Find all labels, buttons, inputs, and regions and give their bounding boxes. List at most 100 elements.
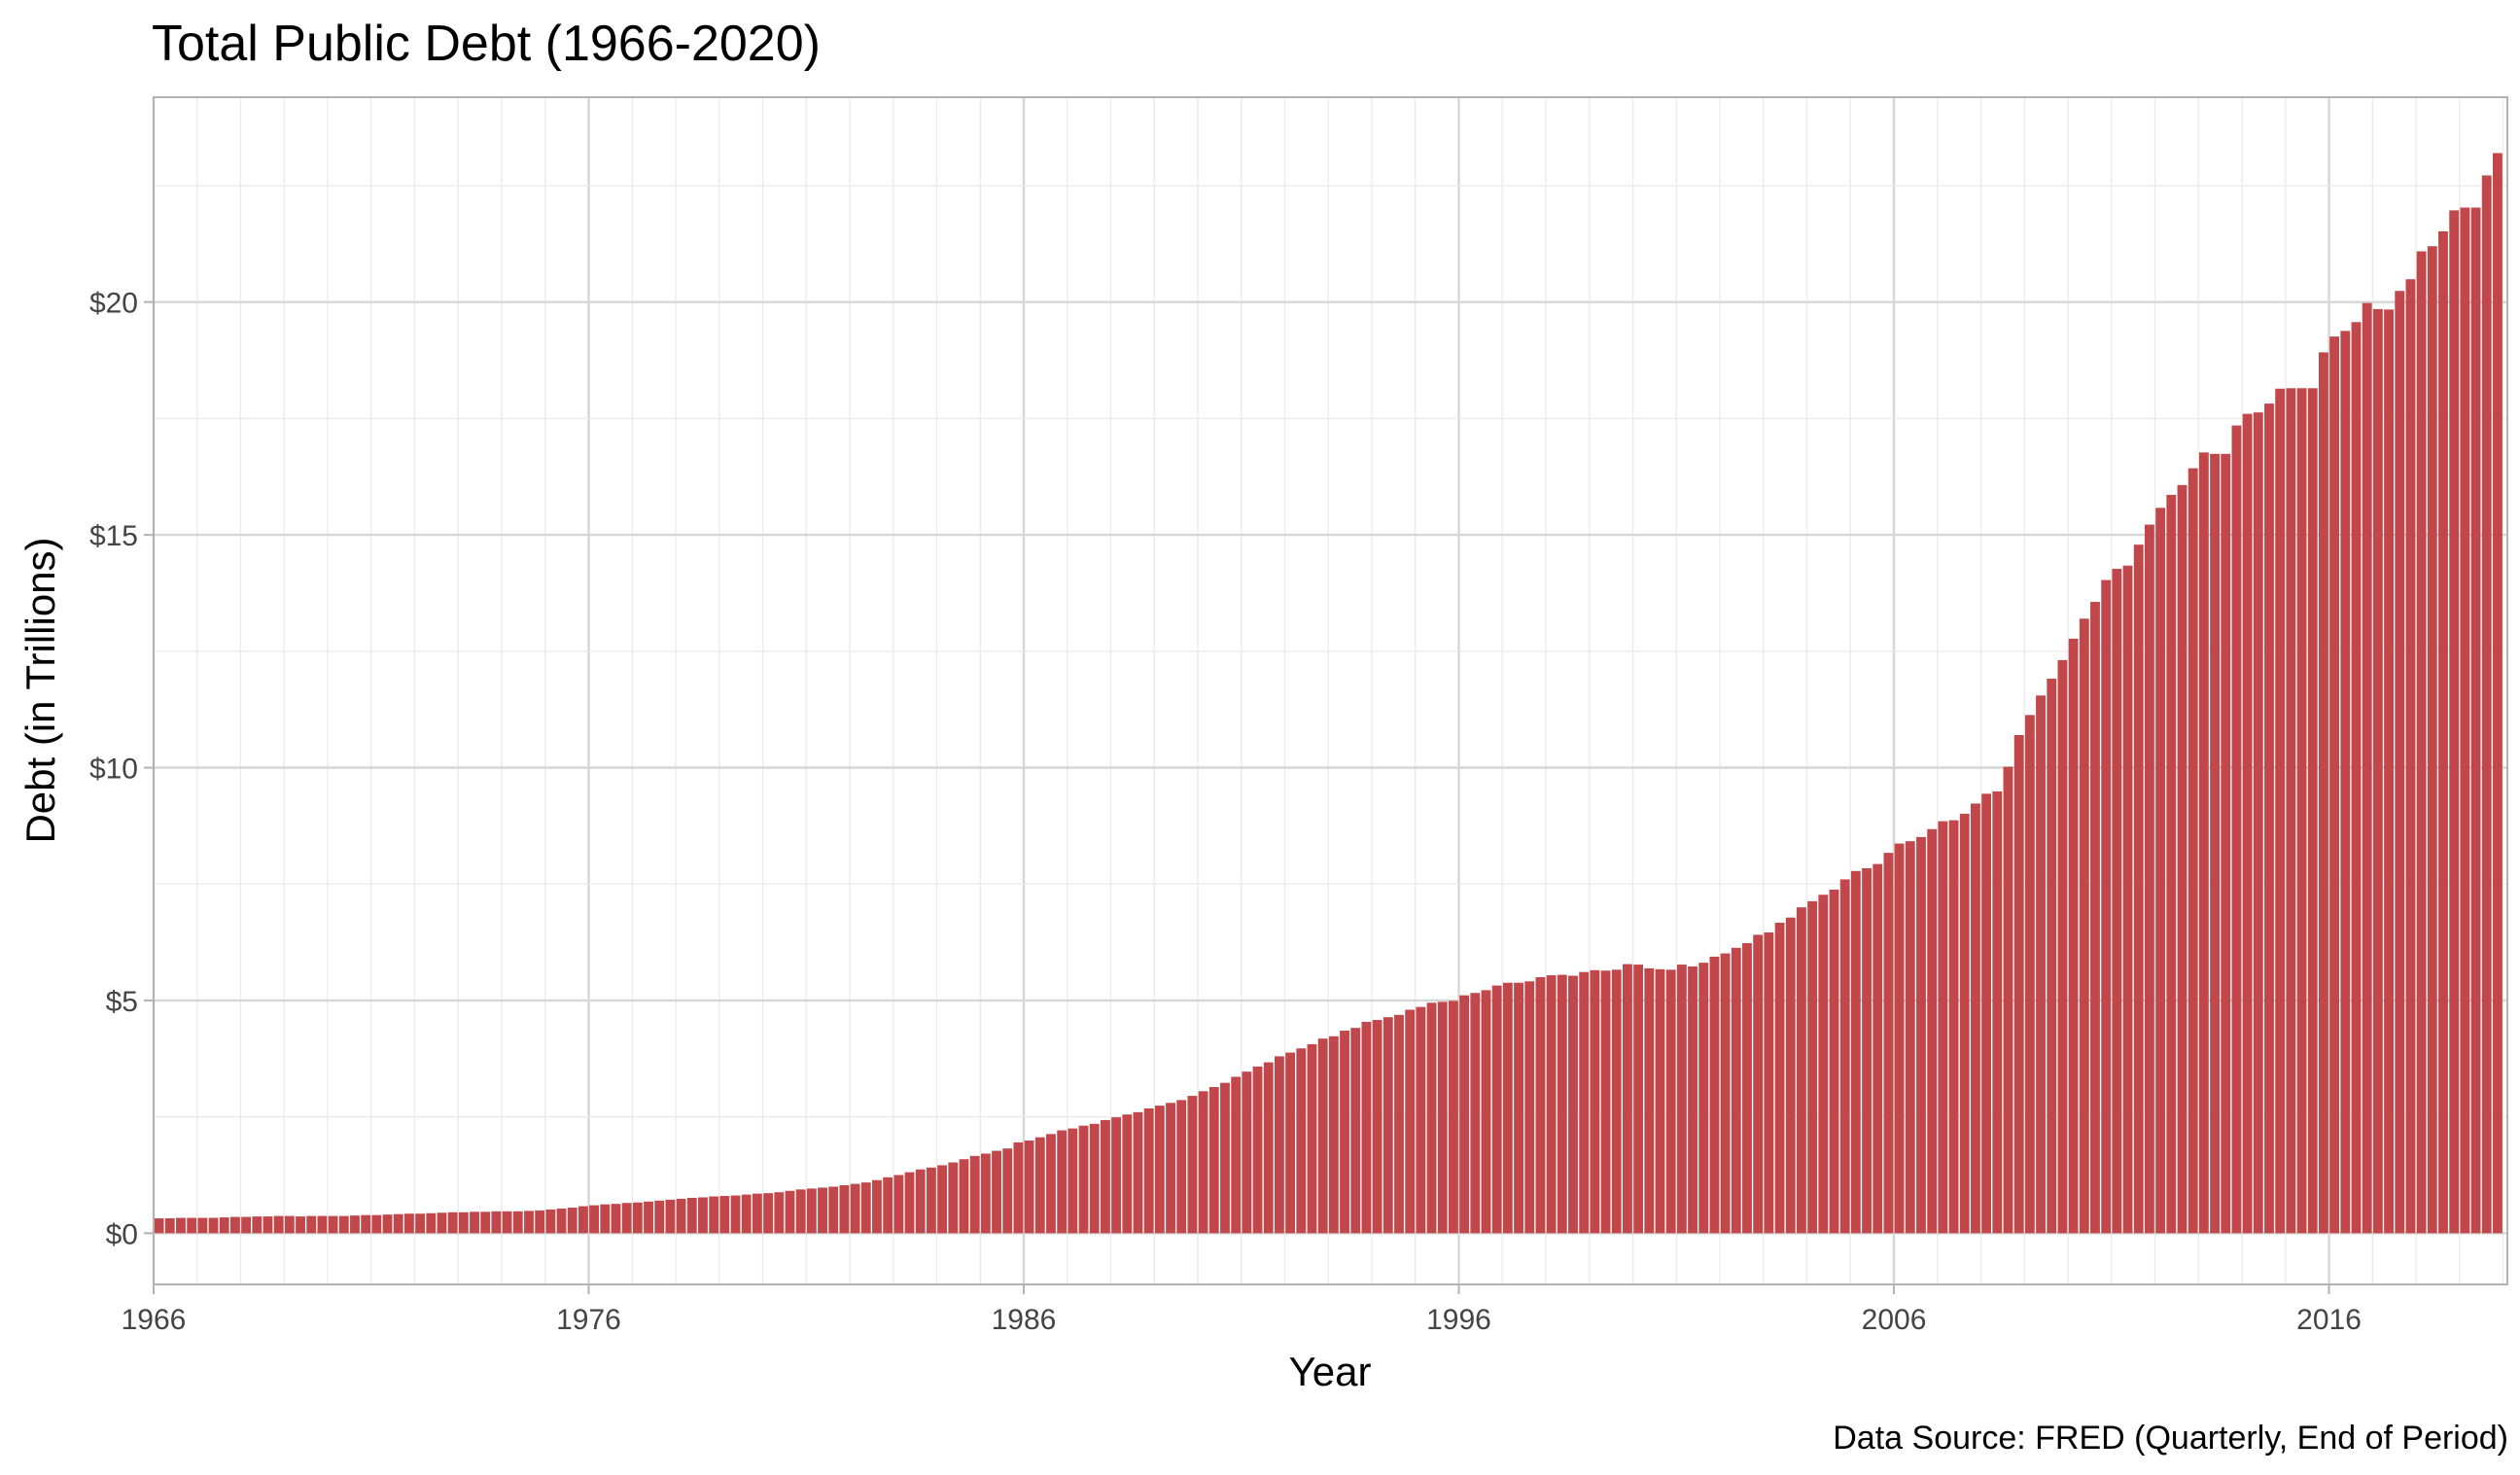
bar [393, 1213, 403, 1234]
bar [382, 1214, 393, 1234]
bar [535, 1210, 545, 1234]
bar [795, 1189, 806, 1234]
bar [1078, 1125, 1089, 1234]
x-tick-label: 1986 [992, 1304, 1057, 1336]
bar [774, 1192, 785, 1234]
bar [219, 1217, 229, 1234]
bar [208, 1217, 219, 1234]
bar [2166, 494, 2177, 1234]
panel-border [153, 96, 2508, 1285]
bar [2286, 388, 2296, 1234]
bar [1470, 993, 1481, 1234]
bar [1862, 867, 1872, 1234]
bar [763, 1193, 774, 1234]
bar [1785, 917, 1796, 1234]
bar [296, 1216, 305, 1234]
bar [1992, 790, 2003, 1234]
bar [1405, 1009, 1416, 1234]
bar [1372, 1020, 1382, 1234]
bar [719, 1196, 730, 1234]
bar [893, 1175, 904, 1234]
bar [969, 1155, 980, 1234]
y-tick-label: $20 [89, 288, 138, 320]
bar [2068, 638, 2079, 1234]
bar [1307, 1043, 1317, 1234]
bar [512, 1211, 523, 1234]
bar [361, 1214, 371, 1234]
bar [2275, 388, 2286, 1234]
bar [1829, 889, 1839, 1234]
bar [273, 1215, 284, 1234]
bar [1655, 968, 1665, 1234]
bar [948, 1162, 959, 1234]
bar [1198, 1091, 1208, 1234]
y-tick-label: $5 [106, 986, 138, 1018]
bar [1948, 820, 1959, 1234]
bar [741, 1194, 752, 1234]
bar [2145, 524, 2154, 1234]
bar [730, 1195, 741, 1234]
bar [2231, 425, 2242, 1234]
bar [1111, 1117, 1122, 1234]
bar [426, 1212, 437, 1234]
bar [1764, 932, 1774, 1234]
bar [415, 1213, 426, 1234]
bar [1818, 895, 1829, 1234]
bar [154, 1218, 164, 1234]
bar [1698, 963, 1709, 1234]
bar [437, 1212, 447, 1234]
bar [1002, 1148, 1013, 1234]
bar [2253, 412, 2263, 1234]
bar [2036, 695, 2046, 1234]
bar [187, 1217, 197, 1234]
bar [600, 1204, 611, 1234]
bar [785, 1190, 795, 1234]
bar [1676, 965, 1687, 1234]
x-tick-label: 1966 [122, 1304, 187, 1336]
bar [578, 1206, 588, 1234]
bar [1491, 985, 1502, 1234]
bar [262, 1216, 273, 1234]
bar [665, 1199, 676, 1234]
bar [1350, 1028, 1361, 1234]
bar [806, 1188, 817, 1234]
bar [306, 1215, 317, 1234]
bar [1797, 907, 1806, 1234]
bar [1502, 982, 1513, 1234]
bar [2221, 453, 2231, 1234]
bar [2395, 291, 2405, 1234]
bar [371, 1214, 382, 1234]
bar [959, 1159, 969, 1234]
bar [752, 1193, 762, 1234]
bar [1361, 1021, 1372, 1234]
bar [1611, 969, 1622, 1234]
bar [850, 1183, 860, 1234]
bar [1665, 969, 1676, 1234]
bar [1524, 981, 1535, 1234]
bar [1839, 879, 1850, 1234]
bar [1317, 1038, 1328, 1234]
bar [2013, 734, 2024, 1234]
bar [1231, 1076, 1242, 1234]
bar [1579, 971, 1590, 1234]
bar [589, 1205, 600, 1234]
bar [2307, 388, 2318, 1234]
bar [2057, 659, 2068, 1234]
bar [1742, 943, 1752, 1234]
bar [1340, 1031, 1349, 1234]
bar [1154, 1106, 1165, 1234]
bar [698, 1197, 708, 1234]
bar [2362, 302, 2372, 1234]
bar [252, 1216, 262, 1234]
bar [502, 1211, 512, 1234]
y-axis: $0 $5 $10 $15 $20 [89, 288, 154, 1250]
bar [1296, 1048, 1307, 1234]
bar [1557, 974, 1567, 1234]
bar [632, 1202, 643, 1234]
bar [1252, 1066, 1263, 1234]
x-axis-title: Year [1289, 1349, 1372, 1394]
bar [1220, 1082, 1230, 1234]
bar [1633, 965, 1644, 1234]
bar [1959, 813, 1970, 1234]
